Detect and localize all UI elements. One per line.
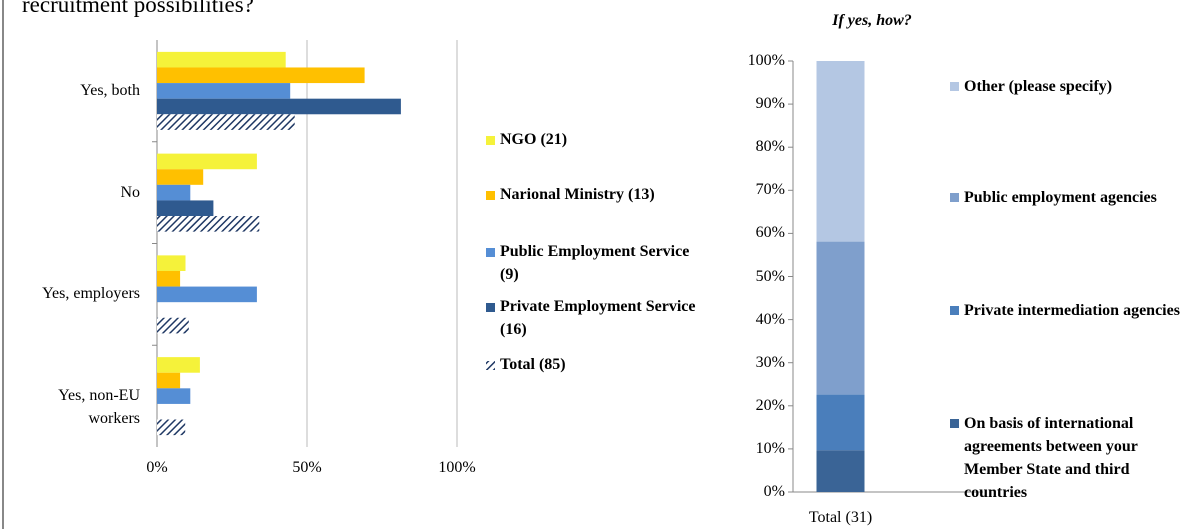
bar <box>157 98 401 115</box>
bar <box>157 83 291 99</box>
y-tick-label: 50% <box>755 267 785 285</box>
legend-label: Public Employment Service (9) <box>500 243 690 283</box>
chart-title: If yes, how? <box>832 12 912 29</box>
y-tick-label: 70% <box>755 181 785 199</box>
y-tick-label: Yes, non-EU workers <box>58 387 140 428</box>
legend-label: NGO (21) <box>500 131 568 148</box>
legend-label: On basis of international agreements bet… <box>964 415 1138 501</box>
y-tick-label: 20% <box>755 396 785 414</box>
bar-segment <box>816 394 865 451</box>
bar <box>157 419 186 436</box>
bar-segment <box>816 450 865 492</box>
legend-label: Other (please specify) <box>964 78 1113 95</box>
legend-swatch <box>950 193 959 202</box>
bar <box>157 153 257 170</box>
bar <box>157 388 191 404</box>
y-tick-label: 60% <box>755 224 785 242</box>
x-tick-label: 100% <box>438 459 476 476</box>
bar <box>157 200 214 217</box>
y-tick-label: 100% <box>747 52 785 69</box>
legend-swatch <box>486 191 495 200</box>
y-tick-label: 0% <box>763 483 785 500</box>
bar <box>157 372 181 389</box>
bar <box>157 317 189 334</box>
legend-swatch <box>486 303 495 312</box>
chart-title: recruitment possibilities? <box>22 0 254 17</box>
legend-label: Private Employment Service (16) <box>500 298 696 338</box>
bar <box>157 67 365 84</box>
bar <box>157 114 295 130</box>
x-tick-label: 0% <box>146 459 168 476</box>
bar-segment <box>816 61 865 242</box>
legend-swatch <box>486 136 495 145</box>
bar <box>157 184 191 201</box>
legend-swatch <box>486 361 495 370</box>
y-tick-label: 40% <box>755 310 785 328</box>
bar <box>157 357 200 373</box>
bar <box>157 51 286 68</box>
bar <box>157 270 181 287</box>
y-tick-label: 90% <box>755 95 785 113</box>
bar <box>157 286 257 303</box>
legend-swatch <box>486 248 495 257</box>
y-tick-label: No <box>120 183 140 201</box>
legend-swatch <box>950 306 959 315</box>
y-tick-label: 30% <box>755 353 785 371</box>
bar <box>157 216 260 232</box>
legend-label: Narional Ministry (13) <box>500 186 655 203</box>
legend-label: Total (85) <box>500 356 566 373</box>
legend-label: Private intermediation agencies <box>964 302 1180 319</box>
y-tick-label: Yes, both <box>80 81 140 99</box>
legend-swatch <box>950 419 959 428</box>
legend-swatch <box>950 82 959 91</box>
x-tick-label: 50% <box>292 459 322 476</box>
y-tick-label: Yes, employers <box>42 285 140 303</box>
bar <box>157 169 204 185</box>
y-tick-label: 10% <box>755 439 785 457</box>
x-tick-label: Total (31) <box>808 509 873 526</box>
y-tick-label: 80% <box>755 138 785 156</box>
bar-segment <box>816 241 865 395</box>
legend-label: Public employment agencies <box>964 189 1157 206</box>
bar <box>157 255 186 271</box>
